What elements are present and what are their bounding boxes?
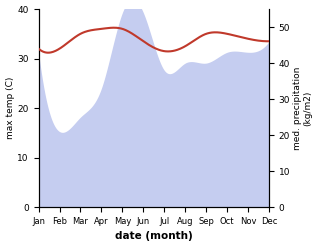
Y-axis label: med. precipitation
(kg/m2): med. precipitation (kg/m2) (293, 66, 313, 150)
X-axis label: date (month): date (month) (115, 231, 193, 242)
Y-axis label: max temp (C): max temp (C) (5, 77, 15, 139)
